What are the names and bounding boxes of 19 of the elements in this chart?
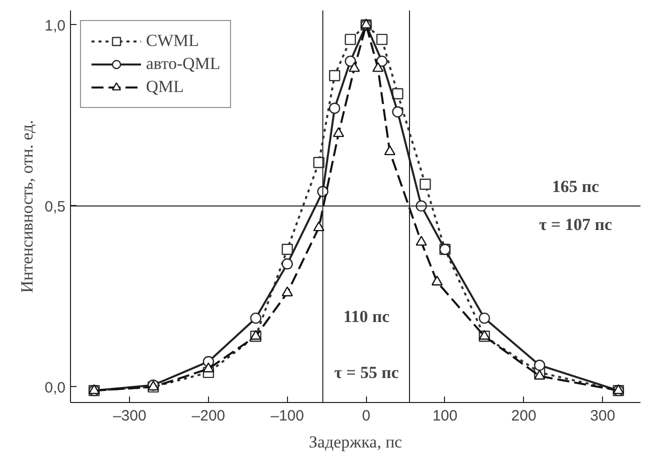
annotation: τ = 107 пс: [538, 215, 613, 234]
y-tick-label: 0,5: [44, 198, 66, 216]
y-tick-label: 1,0: [44, 17, 66, 34]
annotation: 110 пс: [343, 307, 390, 326]
x-axis-title: Задержка, пс: [308, 432, 403, 452]
x-tick-label: 100: [432, 408, 458, 424]
x-tick-label: 0: [362, 408, 370, 424]
x-tick-label: 200: [511, 408, 536, 424]
legend-label: CWML: [146, 31, 199, 51]
legend-label: QML: [146, 77, 184, 97]
x-tick-label: –100: [270, 408, 304, 424]
annotation: τ = 55 пс: [334, 363, 400, 382]
y-tick-label: 0,0: [44, 379, 66, 396]
legend-label: авто-QML: [146, 54, 220, 74]
x-tick-label: –200: [192, 408, 226, 424]
x-tick-label: –300: [112, 408, 146, 424]
x-tick-label: 300: [590, 408, 616, 424]
y-axis-title: Интенсивность, отн. ед.: [18, 120, 37, 293]
annotation: 165 пс: [552, 177, 600, 196]
